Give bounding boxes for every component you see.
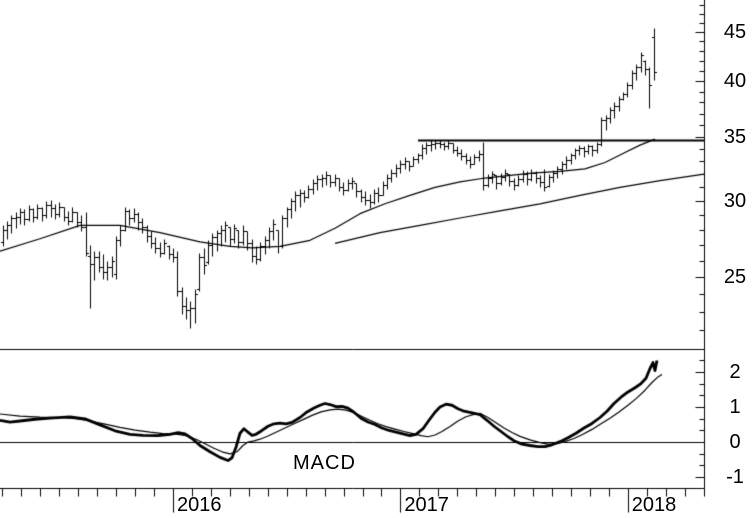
macd-axis-label-neg1: -1 xyxy=(726,466,744,488)
x-axis-year-2016: 2016 xyxy=(177,494,222,516)
x-axis-year-2017: 2017 xyxy=(404,494,449,516)
x-axis-year-2018: 2018 xyxy=(631,494,677,516)
macd-axis-label-2: 2 xyxy=(729,361,741,383)
price-axis-label-45: 45 xyxy=(723,20,747,43)
macd-axis-label-1: 1 xyxy=(729,396,741,418)
macd-panel-label: MACD xyxy=(293,452,356,474)
price-axis-label-30: 30 xyxy=(723,189,747,212)
price-axis-label-25: 25 xyxy=(723,265,747,288)
macd-axis-label-0: 0 xyxy=(729,431,741,453)
price-axis-label-35: 35 xyxy=(723,125,747,148)
price-axis-label-40: 40 xyxy=(723,70,747,93)
